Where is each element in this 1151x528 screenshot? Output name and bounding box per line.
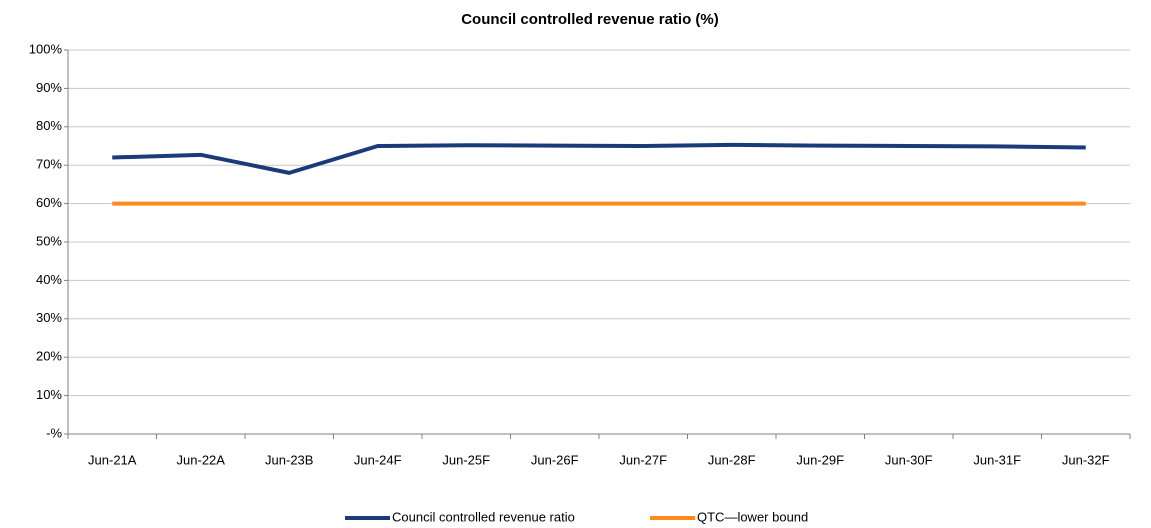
legend-label: Council controlled revenue ratio: [392, 509, 575, 524]
y-tick-label: 70%: [36, 157, 62, 172]
y-tick-label: 100%: [29, 41, 63, 56]
x-tick-label: Jun-26F: [531, 452, 579, 467]
x-tick-label: Jun-24F: [354, 452, 402, 467]
x-tick-label: Jun-22A: [177, 452, 226, 467]
y-tick-label: 10%: [36, 387, 62, 402]
y-tick-label: 30%: [36, 310, 62, 325]
legend-label: QTC—lower bound: [697, 509, 808, 524]
y-tick-label: 80%: [36, 118, 62, 133]
x-tick-label: Jun-27F: [619, 452, 667, 467]
y-tick-label: 60%: [36, 195, 62, 210]
y-tick-label: 50%: [36, 233, 62, 248]
y-tick-label: 20%: [36, 349, 62, 364]
x-tick-label: Jun-25F: [442, 452, 490, 467]
chart-title: Council controlled revenue ratio (%): [461, 11, 719, 28]
x-tick-label: Jun-30F: [885, 452, 933, 467]
series-line: [112, 142, 1086, 175]
y-tick-label: 90%: [36, 80, 62, 95]
y-tick-label: -%: [46, 425, 62, 440]
x-tick-label: Jun-31F: [973, 452, 1021, 467]
x-tick-label: Jun-32F: [1062, 452, 1110, 467]
x-tick-label: Jun-28F: [708, 452, 756, 467]
x-tick-label: Jun-29F: [796, 452, 844, 467]
x-tick-label: Jun-21A: [88, 452, 137, 467]
x-tick-label: Jun-23B: [265, 452, 313, 467]
y-tick-label: 40%: [36, 272, 62, 287]
